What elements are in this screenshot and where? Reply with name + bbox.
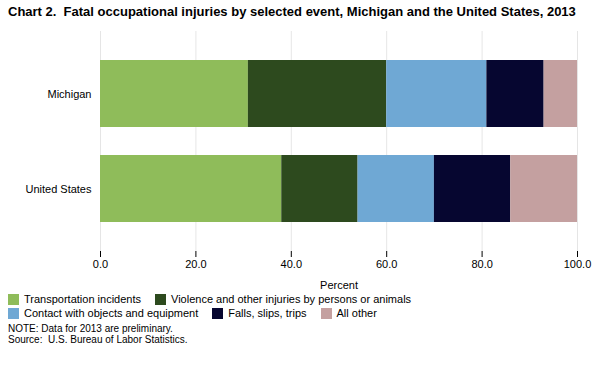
svg-text:0.0: 0.0 <box>93 258 108 270</box>
html-text:Chart 2. Fatal occupational in: Chart 2. Fatal occupational injuries by … <box>8 4 576 19</box>
html-text:Violence and other injuries by: Violence and other injuries by persons o… <box>171 293 412 305</box>
svg-text:Percent: Percent <box>320 279 358 291</box>
svg-text:United States: United States <box>25 183 92 195</box>
html-text:Falls, slips, trips: Falls, slips, trips <box>228 307 307 319</box>
html-text:All other: All other <box>336 307 377 319</box>
svg-text:60.0: 60.0 <box>376 258 397 270</box>
svg-text:Michigan: Michigan <box>47 88 91 100</box>
html-text:NOTE: Data for 2013 are prelim: NOTE: Data for 2013 are preliminary. Sou… <box>8 323 188 345</box>
html-text:Transportation incidents: Transportation incidents <box>24 293 141 305</box>
svg-text:20.0: 20.0 <box>185 258 206 270</box>
svg-text:40.0: 40.0 <box>281 258 302 270</box>
html-text:Contact with objects and equip: Contact with objects and equipment <box>24 307 199 319</box>
svg-text:80.0: 80.0 <box>471 258 492 270</box>
svg-text:100.0: 100.0 <box>564 258 592 270</box>
